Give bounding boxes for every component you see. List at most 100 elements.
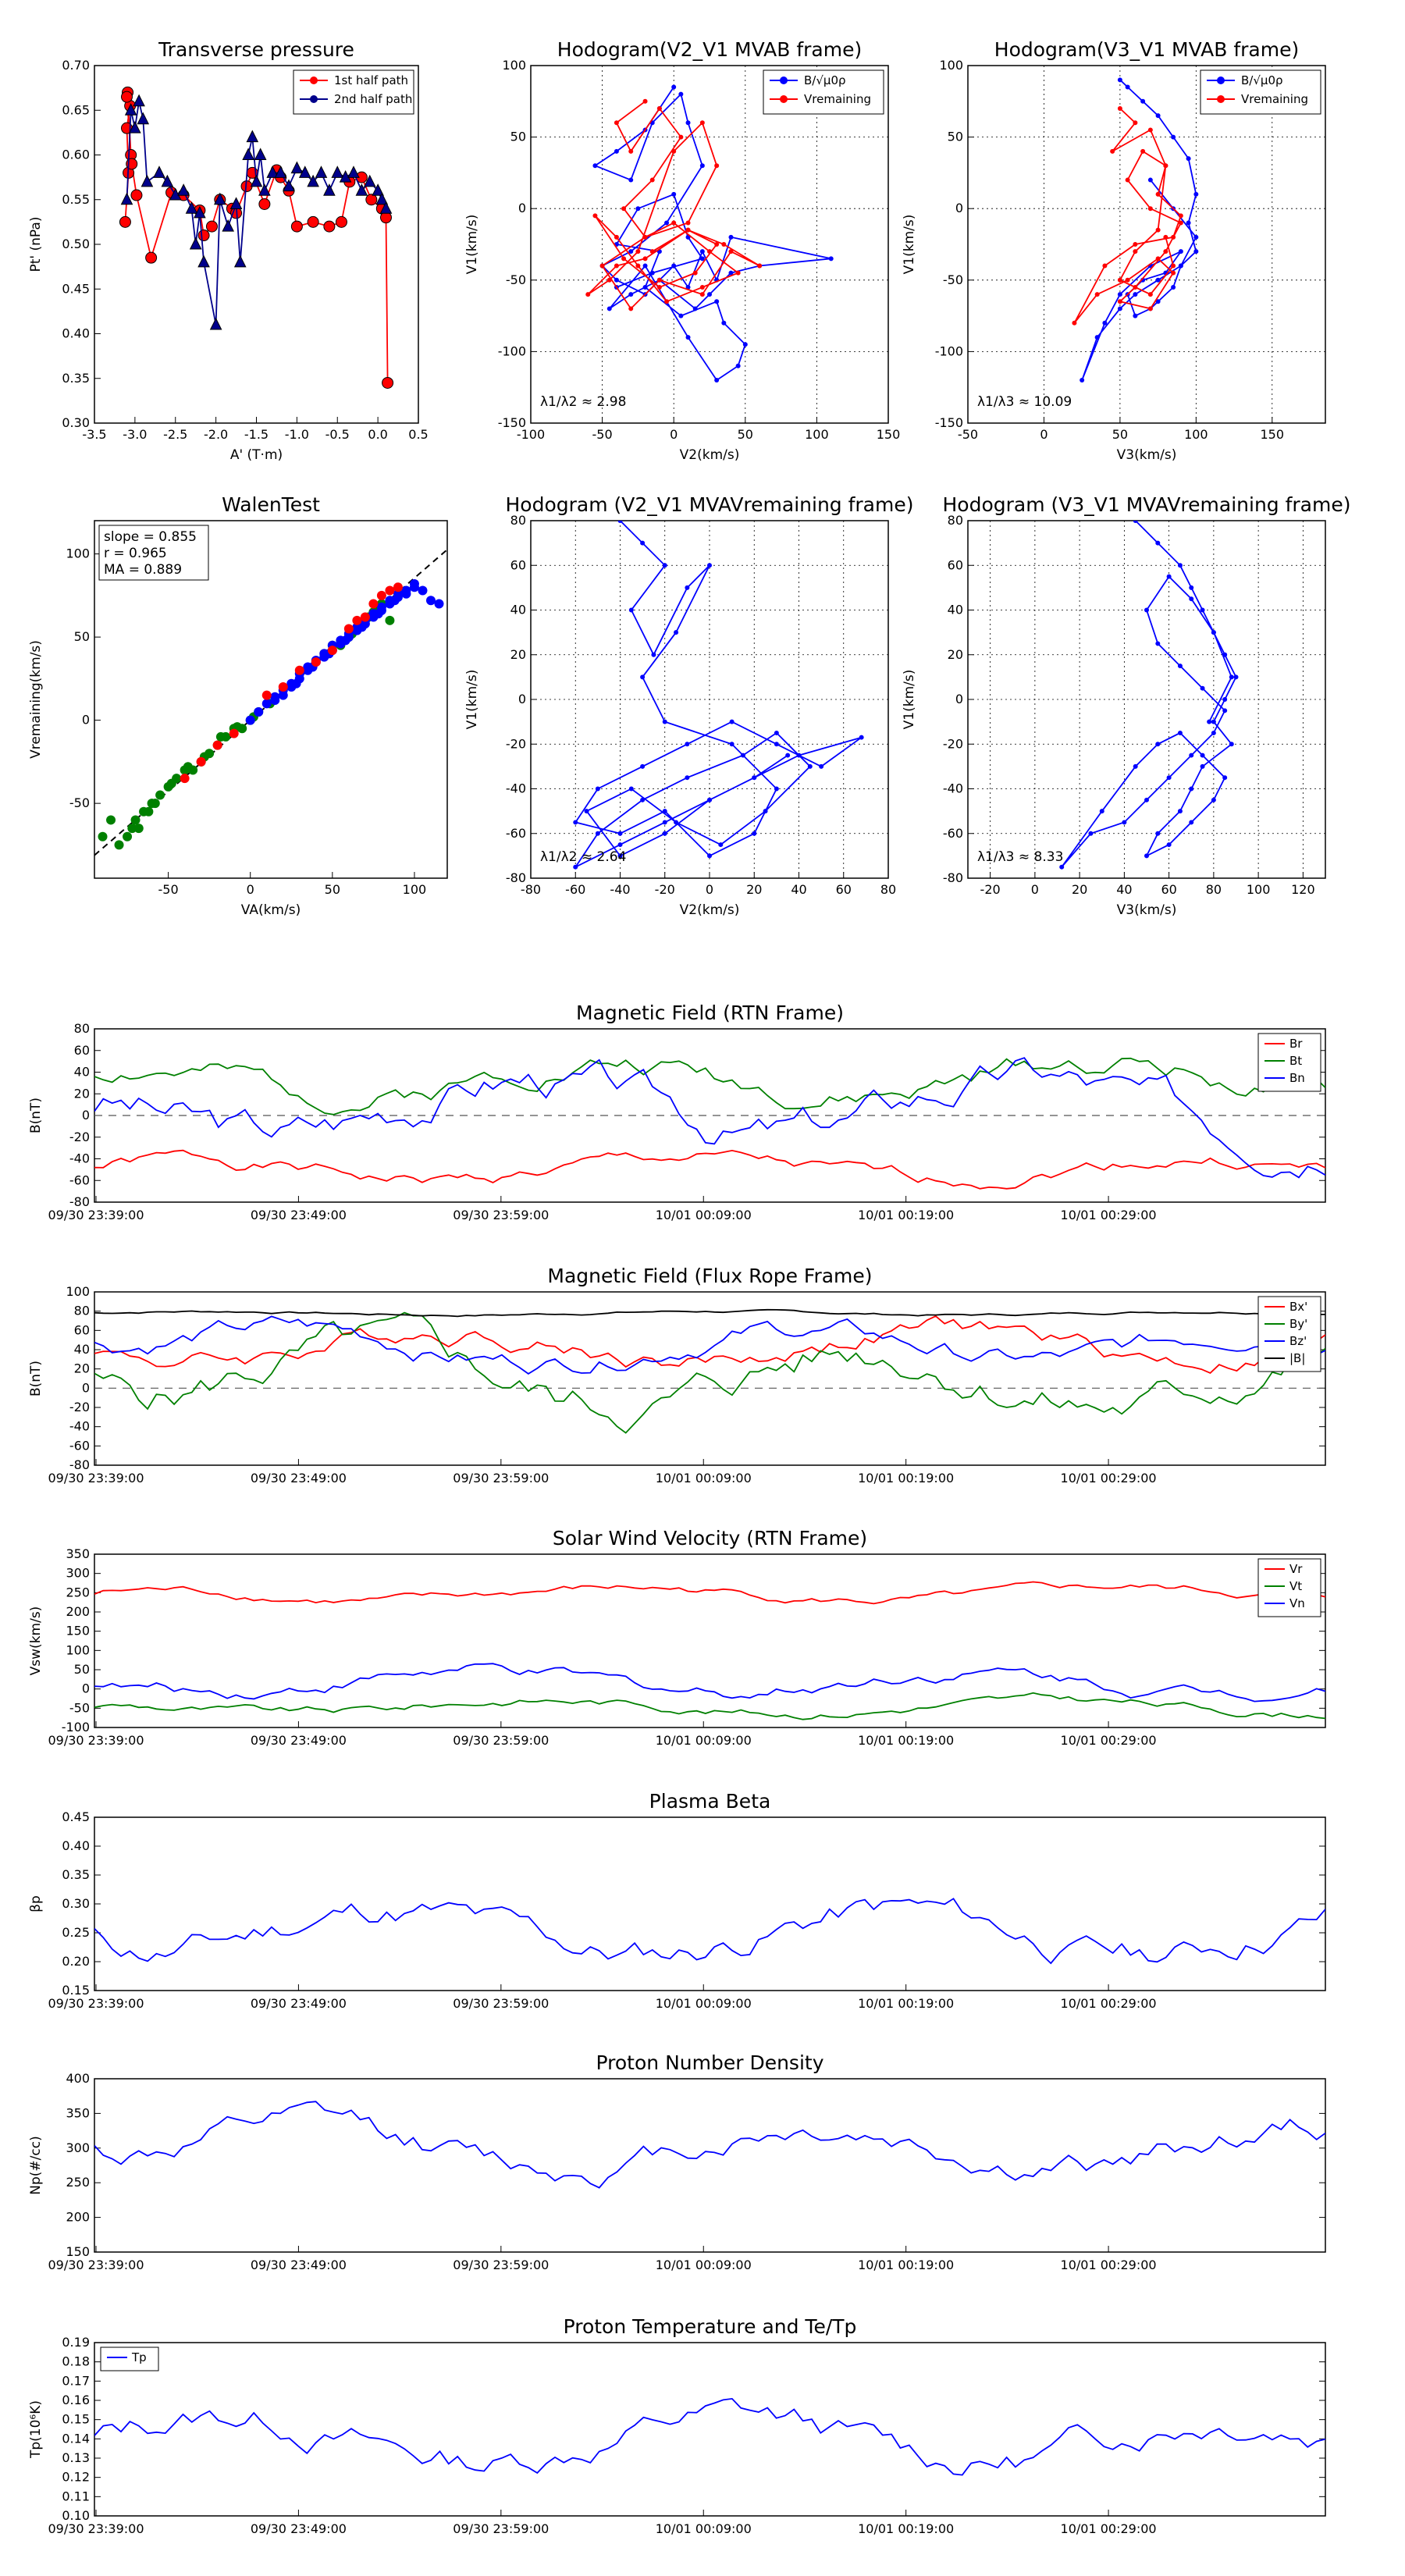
hod1-ytick-label: 0: [518, 201, 526, 215]
pt-ytick-label: 0.45: [62, 281, 90, 296]
hod1-legend-marker: [780, 76, 788, 84]
pt-point: [197, 229, 210, 242]
np-title: Proton Number Density: [596, 2051, 824, 2074]
pt-point: [145, 251, 158, 264]
hod1-point: [699, 163, 705, 169]
brtn-xtick-label: 10/01 00:19:00: [858, 1208, 954, 1222]
walen-xtick-label: 100: [403, 882, 427, 897]
hod2-point: [1186, 220, 1191, 226]
hod3-ytick-label: 0: [518, 692, 526, 706]
hod3-point: [662, 831, 667, 836]
pt-ytick-label: 0.55: [62, 192, 90, 207]
hod2-series-V: [1073, 108, 1183, 324]
walen-point: [106, 815, 116, 825]
walen-point: [150, 799, 160, 809]
hod2-point: [1155, 113, 1161, 119]
pt-point: [124, 103, 137, 116]
hod1-point: [699, 284, 705, 290]
hod1-point: [614, 148, 619, 154]
beta-chart: Plasma Beta βp 0.15 0.20 0.25 0.30 0.35 0.40 0.4…: [28, 1790, 1326, 2011]
hod3-point: [707, 797, 712, 802]
pt-ytick-label: 0.70: [62, 58, 90, 73]
hod1-point: [614, 277, 619, 283]
hod4-point: [1200, 607, 1205, 613]
hod2-point: [1193, 234, 1199, 240]
np-ytick-label: 200: [66, 2210, 90, 2225]
hod1-point: [685, 220, 691, 226]
vsw-plot: [94, 1581, 1325, 1720]
brtn-xtick-label: 09/30 23:39:00: [48, 1208, 144, 1222]
walen-point: [385, 615, 395, 625]
brtn-chart: Magnetic Field (RTN Frame) B(nT) -80 -60 -40…: [28, 1002, 1326, 1222]
hod1-plot: [585, 84, 834, 383]
hod3-point: [617, 842, 623, 848]
beta-xtick-label: 09/30 23:59:00: [453, 1996, 549, 2011]
beta-ytick-label: 0.35: [62, 1867, 90, 1882]
beta-ytick-label: 0.30: [62, 1896, 90, 1911]
hod1-point: [664, 299, 670, 304]
walen-stat: MA = 0.889: [104, 562, 182, 578]
hod2-point: [1133, 284, 1138, 290]
walen-plot: [94, 549, 447, 856]
walen-title: WalenTest: [222, 493, 320, 516]
beta-ylabel: βp: [28, 1895, 44, 1912]
hod3-title: Hodogram (V2_V1 MVAVremaining frame): [506, 493, 914, 516]
hod1-point: [714, 242, 720, 247]
hod4-ytick-label: 80: [948, 513, 963, 528]
hod3-point: [651, 652, 656, 657]
vsw-ytick-label: -50: [69, 1700, 90, 1715]
hod2-xtick-label: 50: [1112, 427, 1128, 442]
walen-stat: slope = 0.855: [104, 529, 197, 545]
brtn-ylabel: B(nT): [28, 1098, 44, 1133]
hod1-xlabel: V2(km/s): [680, 447, 740, 463]
hod2-point: [1125, 177, 1130, 183]
tp-ytick-label: 0.16: [62, 2393, 90, 2407]
np-frame: [94, 2078, 1326, 2253]
hod2-xlabel: V3(km/s): [1117, 447, 1177, 463]
hod1-point: [606, 277, 612, 283]
hod2-point: [1178, 263, 1183, 269]
bfr-ytick-label: 20: [74, 1361, 90, 1376]
brtn-title: Magnetic Field (RTN Frame): [576, 1002, 844, 1024]
hod3-point: [859, 735, 864, 740]
hod2-point: [1094, 292, 1100, 297]
pt-point: [335, 215, 347, 228]
bfr-ytick-label: 40: [74, 1342, 90, 1357]
hod4-ytick-label: 20: [948, 647, 963, 662]
walen-ytick-label: 100: [66, 546, 90, 561]
hod4-ytick-label: -40: [943, 781, 963, 796]
np-xtick-label: 09/30 23:49:00: [251, 2258, 347, 2272]
hod1-point: [707, 292, 712, 297]
vsw-chart: Solar Wind Velocity (RTN Frame) Vsw(km/s)…: [28, 1527, 1326, 1748]
hod2-point: [1178, 220, 1183, 226]
hod4-point: [1144, 853, 1149, 859]
hod3-point: [685, 775, 690, 781]
hod2-point: [1171, 234, 1176, 240]
hod1-point: [656, 277, 662, 283]
pt-xtick-label: 0.0: [368, 427, 387, 442]
hod2-point: [1072, 320, 1077, 326]
beta-ytick-label: 0.20: [62, 1954, 90, 1969]
hod2-point: [1171, 263, 1176, 269]
bfr-xtick-label: 09/30 23:59:00: [453, 1471, 549, 1485]
hod1-point: [671, 263, 677, 269]
hod1-point: [685, 284, 691, 290]
pt-point: [283, 179, 295, 192]
bfr-ytick-label: -80: [69, 1457, 90, 1472]
hod3-point: [662, 719, 667, 724]
pt-point: [140, 174, 154, 187]
tp-ytick-label: 0.19: [62, 2335, 90, 2350]
walen-ytick-label: 0: [82, 713, 90, 728]
hod1-chart: Hodogram(V2_V1 MVAB frame) V1(km/s) V2(km/…: [464, 38, 900, 463]
hod4-point: [1207, 719, 1212, 724]
hod2-point: [1163, 234, 1168, 240]
hod2-point: [1117, 292, 1122, 297]
pt-point: [258, 183, 271, 196]
tp-plot: [94, 2397, 1325, 2476]
hod4-point: [1122, 820, 1127, 825]
hod1-point: [642, 263, 648, 269]
tp-legend-label: Tp: [131, 2350, 147, 2364]
hod1-point: [635, 263, 641, 269]
hod3-point: [752, 831, 757, 836]
hod2-point: [1147, 306, 1153, 311]
